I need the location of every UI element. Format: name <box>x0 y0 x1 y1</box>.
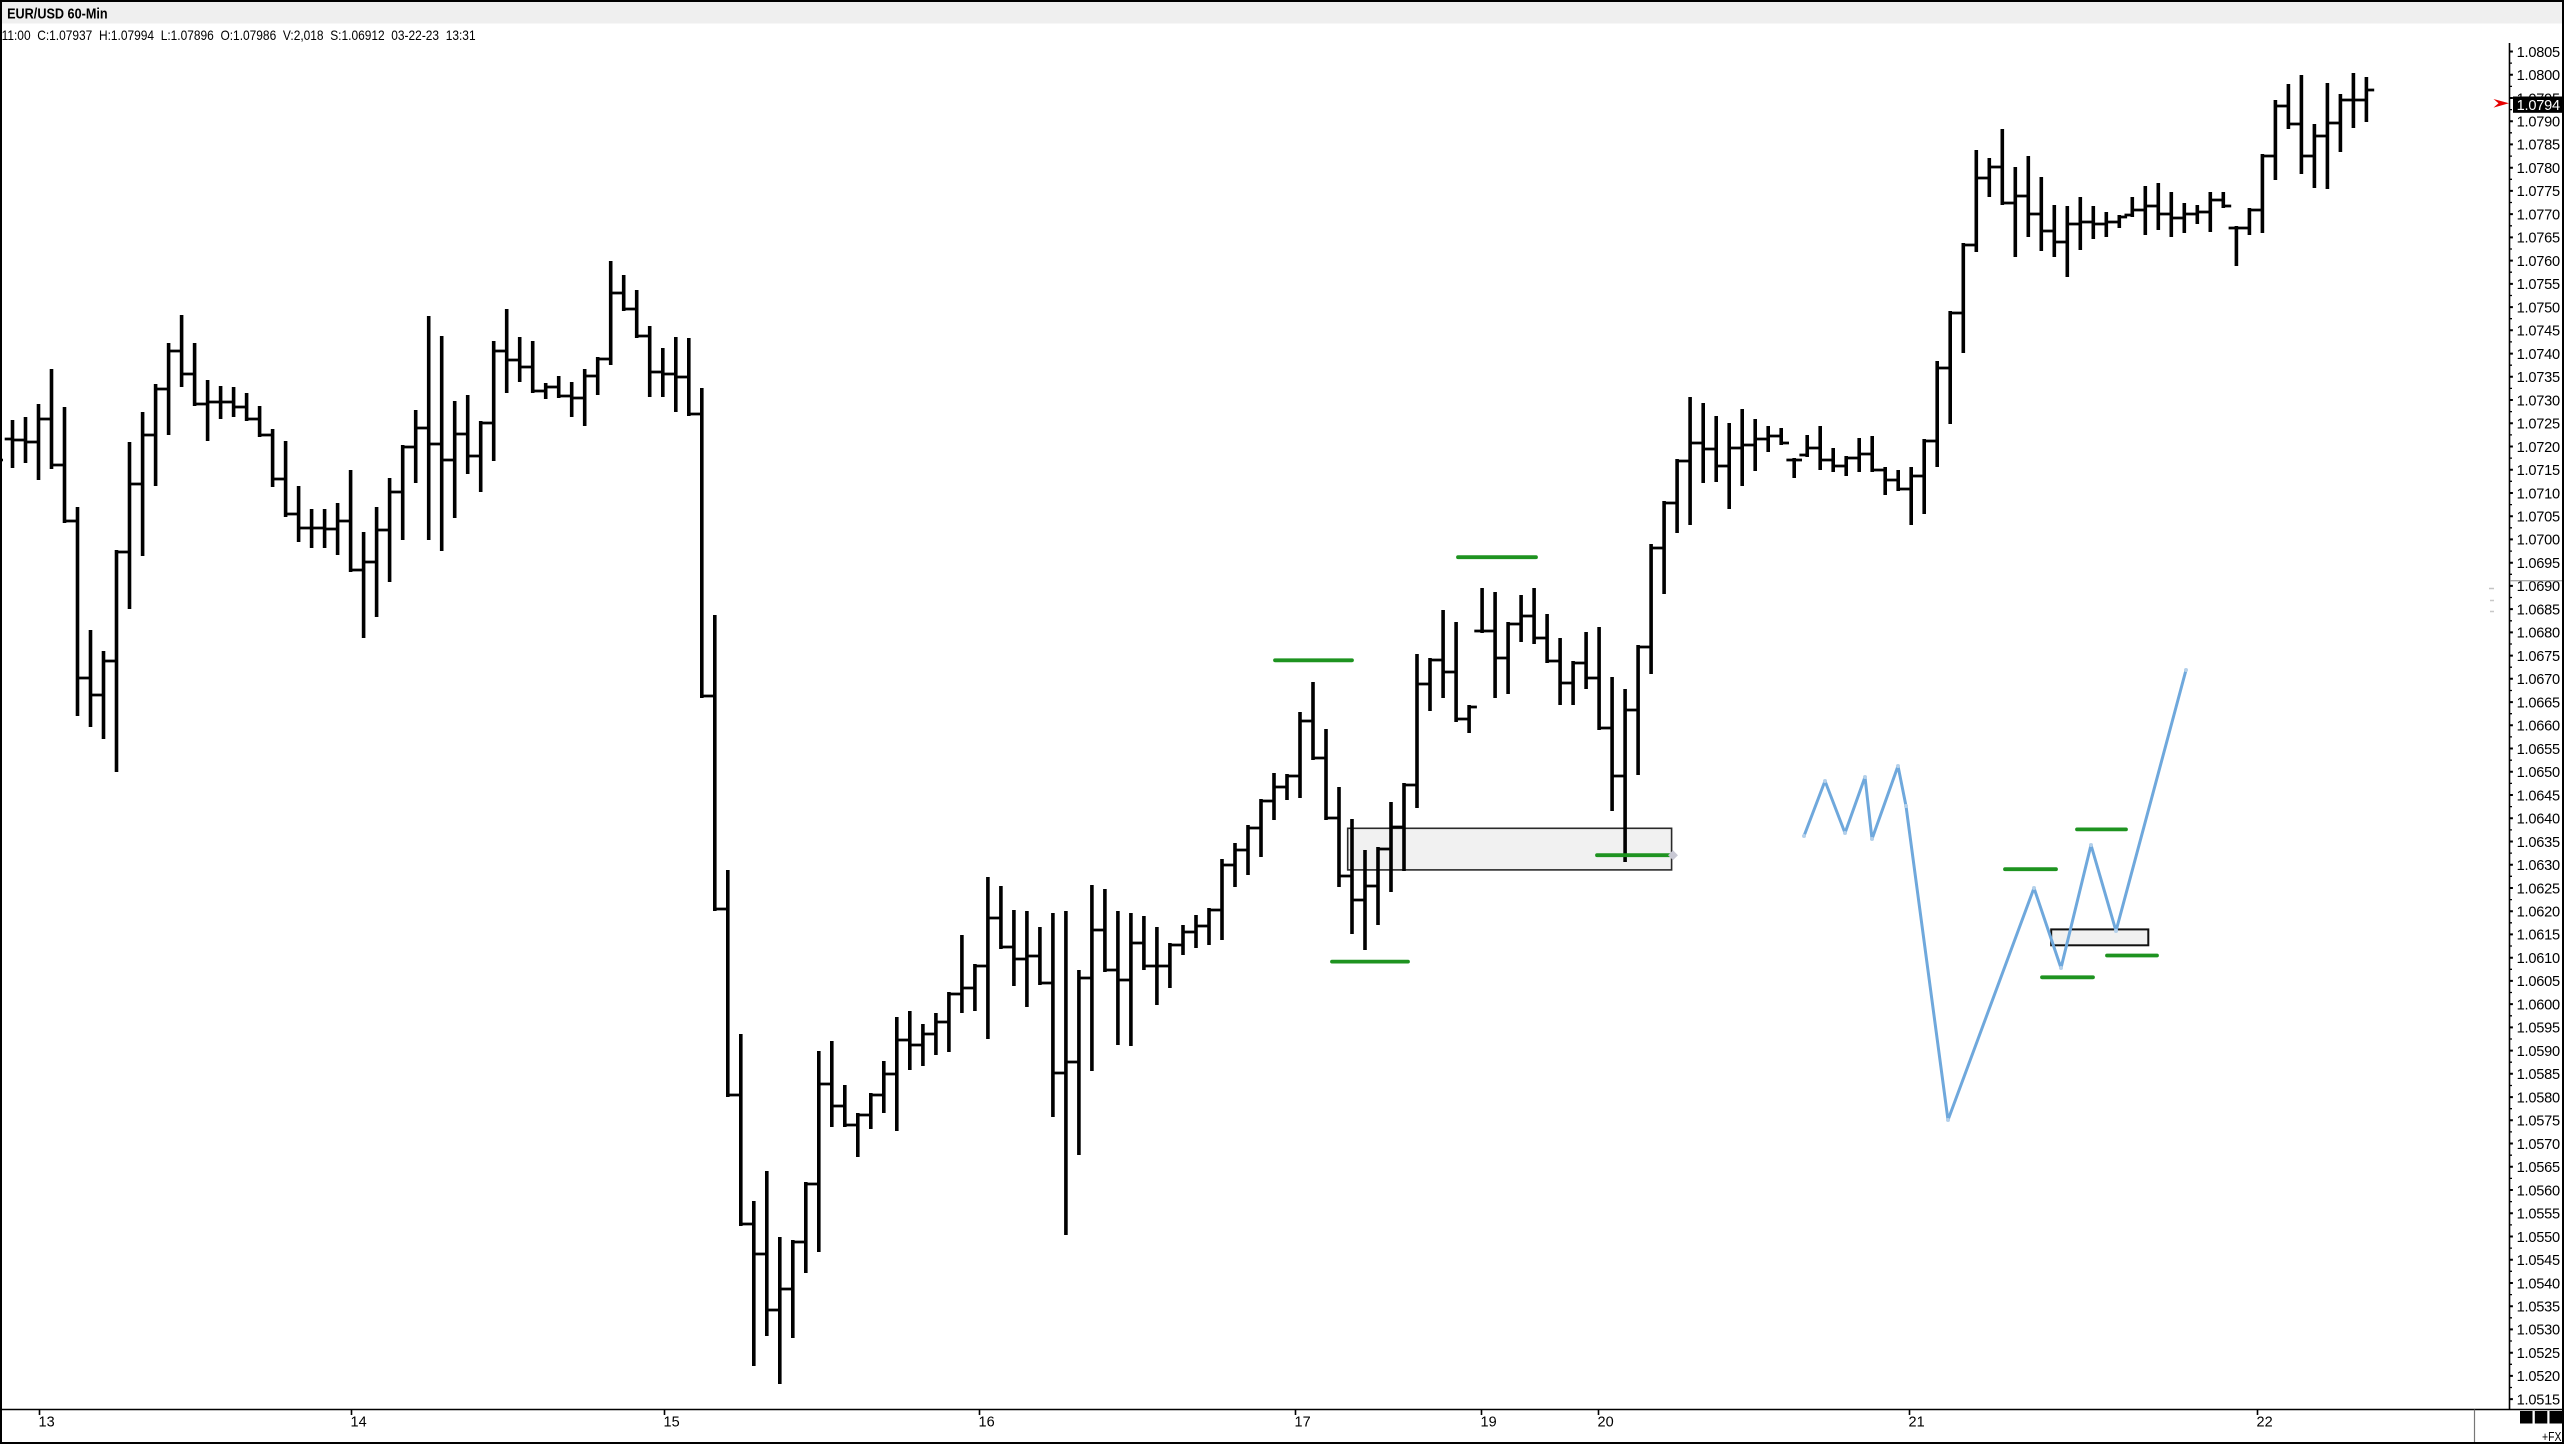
svg-text:1.0585: 1.0585 <box>2517 1067 2561 1083</box>
svg-text:1.0770: 1.0770 <box>2517 207 2561 223</box>
svg-text:1.0655: 1.0655 <box>2517 742 2561 758</box>
svg-text:1.0645: 1.0645 <box>2517 788 2561 804</box>
svg-text:13: 13 <box>39 1415 55 1431</box>
svg-text:1.0545: 1.0545 <box>2517 1253 2561 1269</box>
svg-text:20: 20 <box>1598 1415 1614 1431</box>
svg-text:22: 22 <box>2257 1415 2273 1431</box>
svg-text:1.0620: 1.0620 <box>2517 905 2561 921</box>
svg-text:1.0720: 1.0720 <box>2517 440 2561 456</box>
svg-text:17: 17 <box>1295 1415 1311 1431</box>
svg-text:1.0575: 1.0575 <box>2517 1114 2561 1130</box>
svg-text:1.0625: 1.0625 <box>2517 881 2561 897</box>
svg-text:1.0705: 1.0705 <box>2517 510 2561 526</box>
svg-text:EUR/USD 60-Min: EUR/USD 60-Min <box>7 6 108 23</box>
svg-text:1.0530: 1.0530 <box>2517 1323 2561 1339</box>
svg-text:1.0755: 1.0755 <box>2517 277 2561 293</box>
svg-text:1.0690: 1.0690 <box>2517 579 2561 595</box>
svg-text:1.0740: 1.0740 <box>2517 347 2561 363</box>
svg-text:1.0665: 1.0665 <box>2517 695 2561 711</box>
svg-text:1.0615: 1.0615 <box>2517 928 2561 944</box>
svg-text:1.0570: 1.0570 <box>2517 1137 2561 1153</box>
svg-text:1.0780: 1.0780 <box>2517 161 2561 177</box>
svg-text:1.0745: 1.0745 <box>2517 324 2561 340</box>
svg-text:1.0685: 1.0685 <box>2517 602 2561 618</box>
svg-text:1.0550: 1.0550 <box>2517 1230 2561 1246</box>
svg-text:15: 15 <box>664 1415 680 1431</box>
svg-text:1.0535: 1.0535 <box>2517 1300 2561 1316</box>
svg-text:1.0680: 1.0680 <box>2517 626 2561 642</box>
svg-text:1.0525: 1.0525 <box>2517 1346 2561 1362</box>
svg-text:1.0750: 1.0750 <box>2517 300 2561 316</box>
svg-text:1.0800: 1.0800 <box>2517 68 2561 84</box>
svg-text:1.0595: 1.0595 <box>2517 1021 2561 1037</box>
svg-text:21: 21 <box>1909 1415 1925 1431</box>
svg-text:1.0605: 1.0605 <box>2517 974 2561 990</box>
svg-text:1.0600: 1.0600 <box>2517 997 2561 1013</box>
svg-text:1.0805: 1.0805 <box>2517 45 2561 61</box>
svg-text:1.0695: 1.0695 <box>2517 556 2561 572</box>
svg-text:1.0565: 1.0565 <box>2517 1160 2561 1176</box>
svg-text:1.0725: 1.0725 <box>2517 417 2561 433</box>
svg-text:1.0735: 1.0735 <box>2517 370 2561 386</box>
svg-text:1.0630: 1.0630 <box>2517 858 2561 874</box>
svg-text:+FX: +FX <box>2542 1430 2562 1444</box>
svg-text:1.0760: 1.0760 <box>2517 254 2561 270</box>
svg-text:14: 14 <box>351 1415 367 1431</box>
svg-text:1.0650: 1.0650 <box>2517 765 2561 781</box>
svg-text:1.0640: 1.0640 <box>2517 812 2561 828</box>
svg-text:1.0675: 1.0675 <box>2517 649 2561 665</box>
svg-text:1.0660: 1.0660 <box>2517 719 2561 735</box>
svg-text:1.0590: 1.0590 <box>2517 1044 2561 1060</box>
svg-text:1.0765: 1.0765 <box>2517 231 2561 247</box>
svg-text:1.0790: 1.0790 <box>2517 115 2561 131</box>
svg-text:1.0715: 1.0715 <box>2517 463 2561 479</box>
svg-text:1.0700: 1.0700 <box>2517 533 2561 549</box>
svg-text:11:00 C:1.07937 H:1.07994 L: 11:00 C:1.07937 H:1.07994 L:1.07896 O:1.… <box>2 27 476 43</box>
svg-text:19: 19 <box>1481 1415 1497 1431</box>
svg-text:1.0670: 1.0670 <box>2517 672 2561 688</box>
svg-text:1.0785: 1.0785 <box>2517 138 2561 154</box>
svg-text:1.0635: 1.0635 <box>2517 835 2561 851</box>
svg-text:1.0515: 1.0515 <box>2517 1392 2561 1408</box>
svg-text:1.0730: 1.0730 <box>2517 393 2561 409</box>
svg-text:1.0610: 1.0610 <box>2517 951 2561 967</box>
svg-text:1.0520: 1.0520 <box>2517 1369 2561 1385</box>
svg-text:16: 16 <box>979 1415 995 1431</box>
svg-text:1.0794: 1.0794 <box>2517 98 2561 114</box>
svg-text:1.0560: 1.0560 <box>2517 1183 2561 1199</box>
svg-text:1.0580: 1.0580 <box>2517 1090 2561 1106</box>
svg-text:1.0540: 1.0540 <box>2517 1276 2561 1292</box>
svg-text:1.0775: 1.0775 <box>2517 184 2561 200</box>
svg-text:1.0710: 1.0710 <box>2517 486 2561 502</box>
svg-text:1.0555: 1.0555 <box>2517 1207 2561 1223</box>
